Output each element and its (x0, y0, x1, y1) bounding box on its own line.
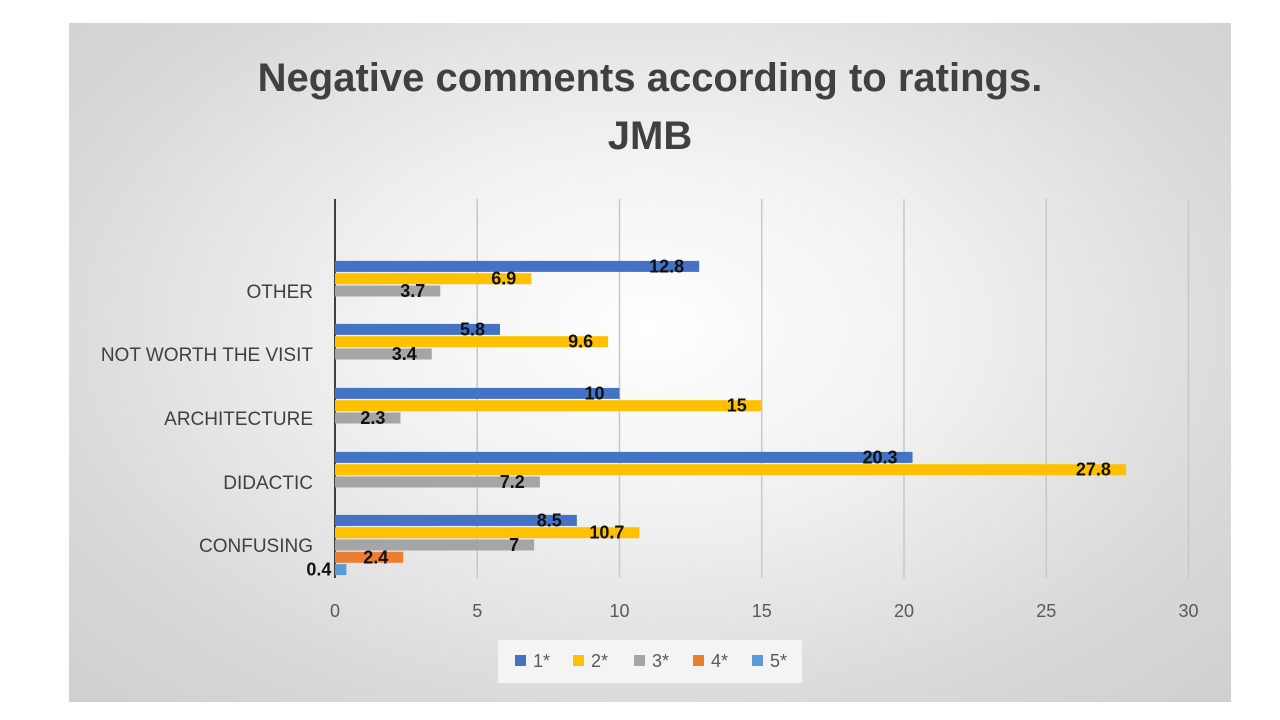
bar-3star-not-worth-the-visit (335, 348, 432, 360)
data-label: 5.8 (460, 319, 485, 339)
legend-entry: 1* (533, 651, 550, 671)
data-label: 3.7 (400, 281, 425, 301)
data-label: 8.5 (537, 510, 562, 530)
x-tick-label: 20 (894, 601, 914, 621)
category-label: OTHER (247, 282, 314, 303)
chart-area: Negative comments according to ratings. … (69, 23, 1231, 702)
data-label: 10.7 (589, 523, 624, 543)
x-tick-label: 30 (1178, 601, 1198, 621)
x-tick-label: 5 (472, 601, 482, 621)
legend-swatch (634, 655, 645, 666)
bars (335, 260, 1126, 576)
data-label: 2.3 (360, 408, 385, 428)
x-tick-label: 10 (609, 601, 629, 621)
legend-entry: 3* (652, 651, 669, 671)
bar-3star-other (335, 285, 441, 297)
x-tick-label: 0 (330, 601, 340, 621)
data-label: 6.9 (491, 269, 516, 289)
legend-swatch (752, 655, 763, 666)
data-label: 7.2 (500, 472, 525, 492)
bar-1star-not-worth-the-visit (335, 323, 501, 335)
data-label: 2.4 (363, 547, 388, 567)
category-label: DIDACTIC (223, 473, 313, 494)
bar-5star-confusing (335, 564, 347, 576)
bar-3star-confusing (335, 539, 535, 551)
bar-1star-architecture (335, 387, 620, 399)
legend-entry: 2* (591, 651, 608, 671)
data-label: 12.8 (649, 256, 684, 276)
data-labels: 8.5 10.7 7 2.4 0.4 20.3 27.8 7.2 10 15 2.3 5.8 9.6 3.… (306, 256, 1111, 579)
legend-swatch (573, 655, 584, 666)
bar-3star-didactic (335, 476, 540, 488)
data-label: 15 (727, 396, 747, 416)
category-label: CONFUSING (199, 536, 313, 557)
x-tick-label: 25 (1036, 601, 1056, 621)
bar-1star-didactic (335, 451, 913, 463)
bar-2star-not-worth-the-visit (335, 336, 609, 348)
bar-chart: Negative comments according to ratings. … (101, 56, 1199, 683)
data-label: 10 (584, 383, 604, 403)
category-label: NOT WORTH THE VISIT (101, 345, 314, 366)
legend-swatch (693, 655, 704, 666)
chart-title: Negative comments according to ratings. (258, 56, 1043, 100)
x-tick-label: 15 (752, 601, 772, 621)
data-label: 0.4 (306, 560, 331, 580)
bar-2star-architecture (335, 400, 762, 412)
category-labels: CONFUSING DIDACTIC ARCHITECTURE NOT WORTH T… (101, 282, 314, 557)
legend-entry: 4* (711, 651, 728, 671)
legend-swatch (515, 655, 526, 666)
bar-2star-didactic (335, 464, 1126, 476)
data-label: 3.4 (392, 344, 417, 364)
category-label: ARCHITECTURE (164, 409, 313, 430)
bar-3star-architecture (335, 412, 401, 424)
data-label: 27.8 (1076, 460, 1111, 480)
bar-1star-other (335, 260, 700, 272)
bar-2star-confusing (335, 527, 640, 539)
bar-1star-confusing (335, 514, 577, 526)
data-label: 9.6 (568, 332, 593, 352)
legend: 1* 2* 3* 4* 5* (498, 640, 802, 683)
x-axis-ticks: 0 5 10 15 20 25 30 (330, 601, 1199, 621)
data-label: 7 (509, 535, 519, 555)
bar-2star-other (335, 273, 532, 285)
legend-entry: 5* (770, 651, 787, 671)
bar-4star-confusing (335, 551, 404, 563)
legend-box (498, 640, 802, 683)
data-label: 20.3 (862, 447, 897, 467)
chart-subtitle: JMB (608, 114, 692, 158)
